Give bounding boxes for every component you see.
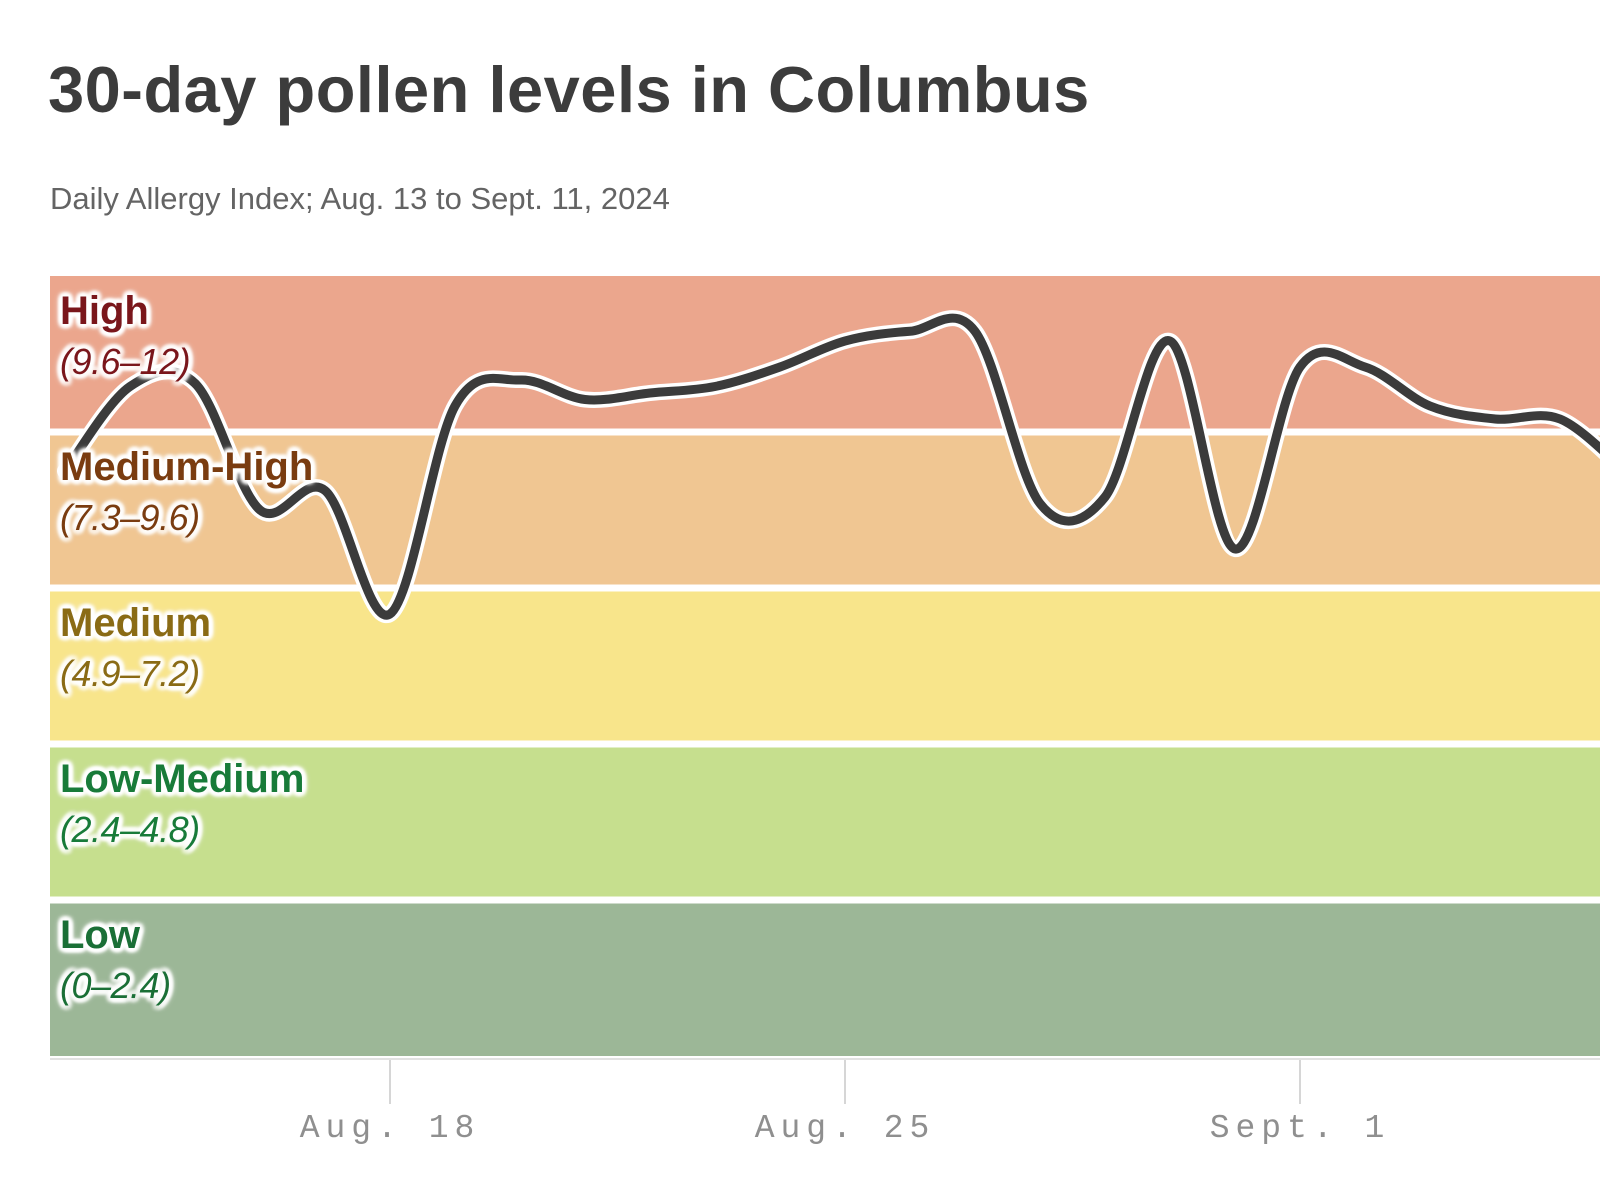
band-low [50,903,1600,1056]
band-low-medium [50,747,1600,897]
x-tick-label-sept-1: Sept. 1 [1209,1110,1391,1147]
x-tick-label-aug-25: Aug. 25 [754,1110,936,1147]
band-medium-high [50,435,1600,585]
pollen-line [60,313,1600,620]
band-medium [50,591,1600,741]
x-tick-label-aug-18: Aug. 18 [299,1110,481,1147]
chart-subtitle: Daily Allergy Index; Aug. 13 to Sept. 11… [50,181,670,216]
page-title: 30-day pollen levels in Columbus [48,53,1090,126]
